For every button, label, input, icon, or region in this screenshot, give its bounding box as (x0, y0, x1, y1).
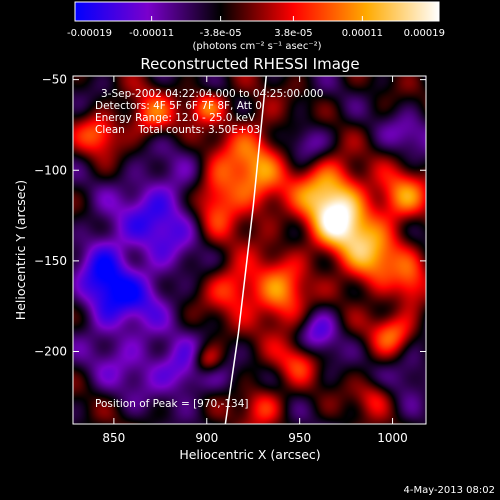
annotation-detectors: Detectors: 4F 5F 6F 7F 8F, Att 0 (95, 100, 262, 112)
footer-date: 4-May-2013 08:02 (403, 485, 495, 496)
colorbar (74, 1, 440, 22)
x-tick-label: 1000 (377, 431, 408, 445)
y-tick-label: −100 (34, 163, 67, 177)
y-axis-ticks: −50 −100 −150 −200 (34, 73, 426, 359)
x-tick-label: 900 (195, 431, 218, 445)
annotation-peak-position: Position of Peak = [970,-134] (95, 398, 249, 410)
x-tick-label: 850 (102, 431, 125, 445)
y-axis-label: Heliocentric Y (arcsec) (13, 180, 28, 320)
plot-frame (72, 75, 427, 425)
colorbar-tick-label: 3.8e-05 (274, 28, 312, 39)
colorbar-tick-label: -0.00019 (67, 28, 112, 39)
solar-limb-curve (224, 76, 267, 424)
y-tick-label: −50 (42, 73, 67, 87)
colorbar-ticks: -0.00019 -0.00011 -3.8e-05 3.8e-05 0.00011 0.… (67, 16, 445, 39)
x-axis-ticks: 850 900 950 1000 (102, 76, 408, 445)
annotation-method-counts: Clean Total counts: 3.50E+03 (95, 124, 260, 136)
y-tick-label: −200 (34, 345, 67, 359)
x-tick-label: 950 (288, 431, 311, 445)
heatmap-image (73, 76, 426, 424)
chart-title: Reconstructed RHESSI Image (140, 55, 359, 73)
colorbar-tick-label: -0.00011 (129, 28, 174, 39)
colorbar-tick-label: 0.00019 (404, 28, 445, 39)
x-axis-label: Heliocentric X (arcsec) (179, 447, 320, 462)
colorbar-units: (photons cm⁻² s⁻¹ asec⁻²) (192, 41, 321, 52)
y-tick-label: −150 (34, 254, 67, 268)
colorbar-tick-label: 0.00011 (342, 28, 383, 39)
annotation-energy-range: Energy Range: 12.0 - 25.0 keV (95, 112, 256, 124)
colorbar-tick-label: -3.8e-05 (200, 28, 242, 39)
annotation-time-range: 3-Sep-2002 04:22:04.000 to 04:25:00.000 (101, 88, 323, 100)
